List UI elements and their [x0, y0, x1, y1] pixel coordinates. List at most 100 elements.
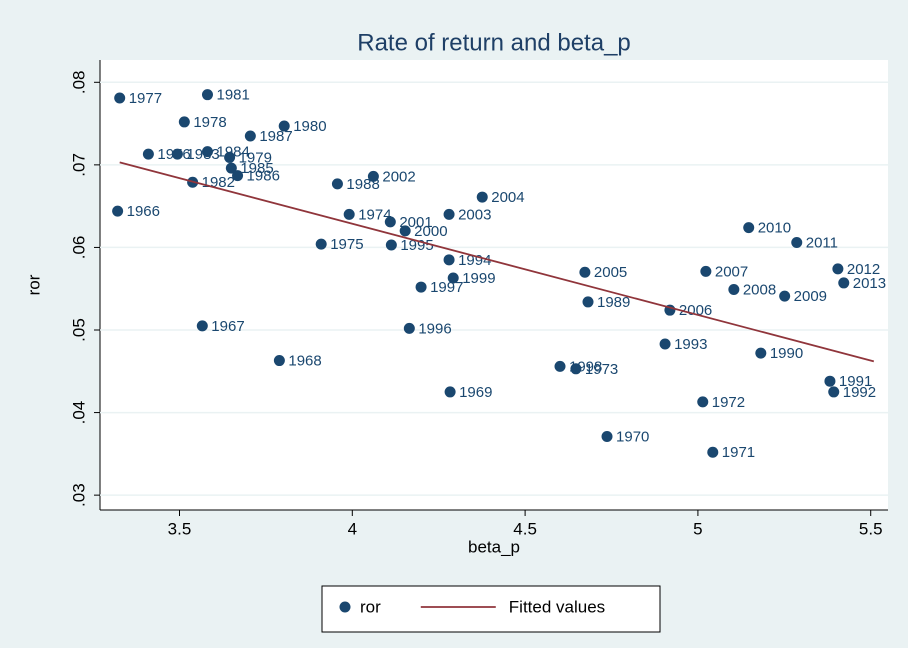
- point-label: 1992: [843, 384, 876, 401]
- point: [824, 375, 836, 387]
- point-label: 2003: [458, 206, 491, 223]
- point-label: 1986: [247, 168, 280, 185]
- point: [700, 265, 712, 277]
- legend-label: Fitted values: [509, 597, 605, 616]
- y-tick-label: .03: [69, 483, 88, 507]
- x-tick-label: 3.5: [168, 519, 192, 538]
- fit-line: [119, 161, 875, 363]
- point: [224, 151, 236, 163]
- point: [791, 236, 803, 248]
- point-label: 1973: [585, 361, 618, 378]
- y-tick-label: .04: [69, 401, 88, 425]
- point-label: 1994: [458, 252, 491, 269]
- point-label: 1969: [459, 384, 492, 401]
- point: [728, 284, 740, 296]
- chart-title: Rate of return and beta_p: [357, 29, 631, 56]
- point-label: 1968: [288, 353, 321, 370]
- point-label: 2008: [743, 282, 776, 299]
- y-tick-label: .07: [69, 153, 88, 177]
- y-tick-label: .06: [69, 236, 88, 260]
- y-tick-label: .05: [69, 318, 88, 342]
- point: [697, 396, 709, 408]
- point: [601, 431, 613, 443]
- legend-box: [321, 585, 661, 633]
- y-tick-label: .08: [69, 70, 88, 94]
- point-label: 1967: [211, 318, 244, 335]
- point: [399, 225, 411, 237]
- point: [232, 170, 244, 182]
- point: [443, 208, 455, 220]
- point-label: 1978: [193, 114, 226, 131]
- point-label: 1974: [358, 206, 391, 223]
- point: [582, 296, 594, 308]
- point-label: 1990: [770, 345, 803, 362]
- x-tick-label: 5.5: [859, 519, 883, 538]
- point: [273, 355, 285, 367]
- point: [403, 322, 415, 334]
- point: [278, 120, 290, 132]
- point: [554, 360, 566, 372]
- x-tick-label: 4: [348, 519, 357, 538]
- x-tick-label: 4.5: [513, 519, 537, 538]
- point: [112, 205, 124, 217]
- point: [415, 281, 427, 293]
- point-label: 1980: [293, 118, 326, 135]
- point: [142, 148, 154, 160]
- point-label: 1977: [129, 90, 162, 107]
- point: [579, 266, 591, 278]
- plot-area: [100, 60, 888, 510]
- point: [570, 363, 582, 375]
- point-label: 1972: [712, 394, 745, 411]
- point: [244, 130, 256, 142]
- point-label: 2009: [794, 288, 827, 305]
- point-label: 2002: [382, 168, 415, 185]
- point-label: 1970: [616, 428, 649, 445]
- point-label: 2006: [679, 302, 712, 319]
- point-label: 1987: [259, 128, 292, 145]
- point-label: 2013: [853, 275, 886, 292]
- point: [367, 170, 379, 182]
- point-label: 1989: [597, 294, 630, 311]
- point-label: 1991: [839, 373, 872, 390]
- point: [443, 254, 455, 266]
- point: [779, 290, 791, 302]
- point-label: 2000: [414, 223, 447, 240]
- point-label: 1996: [418, 320, 451, 337]
- point: [743, 222, 755, 234]
- point-label: 2010: [758, 220, 791, 237]
- point: [315, 238, 327, 250]
- point-label: 1971: [722, 444, 755, 461]
- point-label: 1993: [674, 336, 707, 353]
- point-label: 1979: [239, 149, 272, 166]
- point-label: 1999: [462, 270, 495, 287]
- point: [384, 216, 396, 228]
- point: [444, 386, 456, 398]
- point-label: 1995: [400, 237, 433, 254]
- point: [178, 116, 190, 128]
- point: [114, 92, 126, 104]
- point-label: 1997: [430, 279, 463, 296]
- point-label: 1966: [127, 203, 160, 220]
- point: [331, 178, 343, 190]
- x-axis-title: beta_p: [468, 537, 520, 556]
- point: [755, 347, 767, 359]
- x-tick-label: 5: [693, 519, 702, 538]
- point: [707, 446, 719, 458]
- legend-label: ror: [360, 597, 381, 616]
- point-label: 1975: [330, 236, 363, 253]
- point: [201, 146, 213, 158]
- point: [225, 162, 237, 174]
- point: [343, 208, 355, 220]
- point: [828, 386, 840, 398]
- point: [476, 191, 488, 203]
- point: [196, 320, 208, 332]
- point-label: 2005: [594, 264, 627, 281]
- legend-marker: [339, 601, 351, 613]
- y-axis-title: ror: [24, 274, 43, 295]
- point: [838, 277, 850, 289]
- point: [447, 272, 459, 284]
- point: [832, 263, 844, 275]
- point-label: 1981: [216, 87, 249, 104]
- point: [171, 148, 183, 160]
